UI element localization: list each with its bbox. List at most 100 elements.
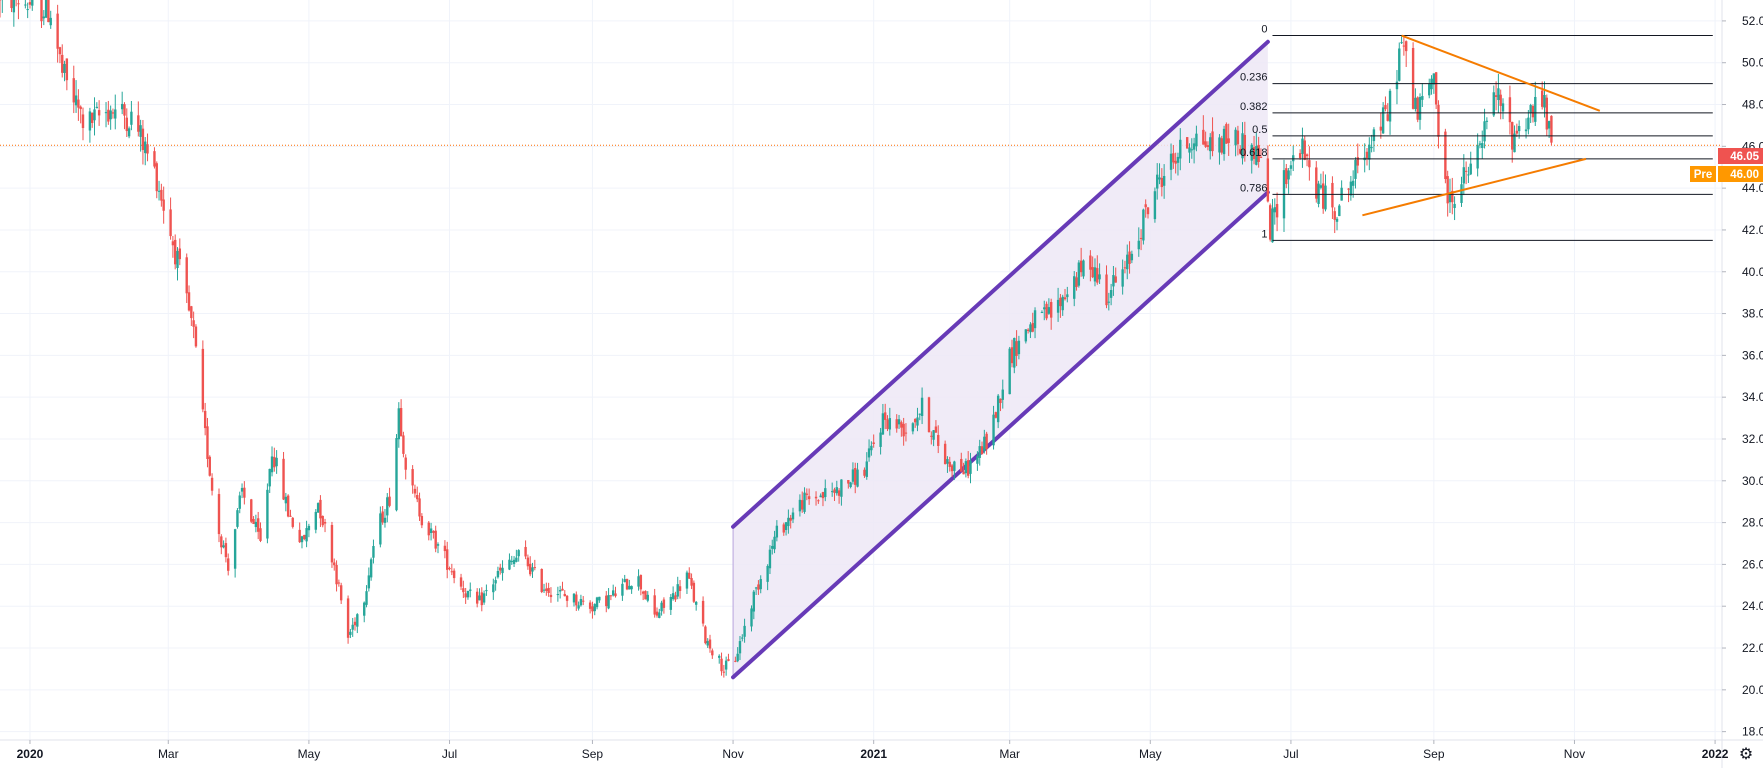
candle-body	[736, 653, 739, 662]
ascending-channel[interactable]	[731, 39, 1270, 680]
candle-body	[127, 128, 131, 137]
candle-body	[77, 99, 80, 108]
candle-body	[1206, 145, 1210, 147]
candle-body	[688, 572, 691, 579]
candle-body	[819, 495, 822, 498]
price-axis[interactable]: 18.00 20.00 22.00 24.00 26.00 28.00 30.00 32.00…	[1721, 0, 1763, 768]
candle-body	[1305, 154, 1309, 157]
candle-body	[847, 480, 850, 484]
candle-body	[436, 544, 440, 546]
candle-body	[1172, 153, 1175, 163]
candle-body	[1218, 137, 1221, 153]
candle-body	[427, 522, 430, 536]
candle-body	[752, 591, 756, 612]
candle-body	[157, 190, 161, 192]
candle-body	[934, 426, 938, 433]
candle-body	[685, 572, 689, 589]
candle-body	[540, 568, 543, 593]
candle-body	[1303, 140, 1306, 160]
candle-body	[1483, 121, 1486, 142]
candle-body	[1169, 153, 1173, 170]
symmetrical-triangle[interactable]	[1362, 34, 1601, 217]
candle-body	[1220, 138, 1223, 153]
candle-body	[510, 560, 513, 562]
candle-body	[824, 488, 827, 498]
candle-body	[572, 593, 576, 603]
candle-body	[867, 448, 871, 458]
fibonacci-retracement[interactable]: 0 0.236 0.382 0.5 0.618 0.786 1	[1240, 24, 1713, 241]
candle-body	[404, 457, 407, 470]
candle-body	[605, 595, 608, 607]
candle-body	[897, 419, 901, 425]
candle-body	[872, 442, 875, 444]
candle-body	[701, 600, 705, 624]
x-tick-label: 2020	[17, 747, 44, 761]
candle-body	[227, 558, 230, 571]
candle-body	[1204, 141, 1207, 147]
candle-body	[1013, 337, 1016, 368]
candle-body	[130, 111, 133, 125]
candle-body	[884, 412, 887, 420]
candle-body	[704, 626, 707, 644]
candle-body	[577, 605, 580, 609]
candle-body	[669, 597, 673, 610]
candle-body	[662, 599, 666, 608]
premarket-label-badge	[1690, 166, 1716, 182]
candle-body	[1499, 94, 1502, 106]
candle-body	[1321, 183, 1325, 209]
candle-body	[549, 594, 553, 598]
x-tick-label: Sep	[582, 747, 604, 761]
gear-icon[interactable]: ⚙	[1738, 746, 1754, 763]
candle-body	[353, 621, 357, 626]
candle-body	[26, 9, 29, 11]
candle-body	[125, 117, 128, 132]
candle-body	[61, 54, 64, 73]
candle-body	[1190, 149, 1193, 151]
candle-body	[711, 650, 714, 656]
candle-body	[1266, 158, 1270, 202]
candle-body	[1317, 183, 1320, 204]
candle-body	[1347, 188, 1350, 190]
candle-body	[718, 655, 721, 658]
candle-body	[1301, 138, 1304, 154]
candle-body	[1107, 301, 1111, 303]
fib-level-label: 0.382	[1240, 101, 1268, 113]
candle-body	[1388, 90, 1392, 122]
candle-body	[1162, 176, 1166, 186]
candle-body	[1158, 177, 1161, 180]
y-tick-label: 48.00	[1742, 98, 1763, 112]
y-tick-label: 44.00	[1742, 181, 1763, 195]
candle-body	[1476, 145, 1479, 169]
candle-body	[992, 414, 995, 446]
candle-body	[900, 422, 903, 428]
candle-body	[1029, 324, 1032, 333]
candle-body	[305, 528, 308, 542]
price-badges: 46.05 Pre 46.00	[1690, 148, 1763, 182]
candle-body	[111, 112, 115, 114]
candle-body	[927, 397, 931, 433]
candle-body	[978, 446, 981, 458]
candle-body	[1271, 208, 1274, 243]
candle-body	[611, 590, 615, 596]
candle-body	[1365, 151, 1369, 159]
candle-body	[1047, 307, 1051, 314]
fib-level-label: 1	[1261, 228, 1267, 240]
time-axis[interactable]: 2020 Mar May Jul Sep Nov 2021 Mar May Jul Sep Nov 20…	[0, 739, 1763, 761]
candle-body	[916, 417, 919, 426]
candle-body	[969, 461, 972, 474]
candle-body	[563, 593, 566, 597]
candle-body	[1545, 97, 1549, 130]
candle-body	[275, 457, 278, 467]
candle-body	[830, 491, 834, 493]
candle-body	[233, 529, 237, 569]
candle-body	[985, 433, 988, 450]
x-tick-label: Jul	[1283, 747, 1298, 761]
candle-body	[402, 435, 405, 454]
candle-body	[432, 531, 435, 533]
candle-body	[1174, 160, 1177, 164]
candle-body	[630, 586, 633, 590]
candle-body	[621, 583, 624, 596]
fib-level-label: 0.618	[1240, 147, 1268, 159]
candle-body	[300, 536, 304, 543]
